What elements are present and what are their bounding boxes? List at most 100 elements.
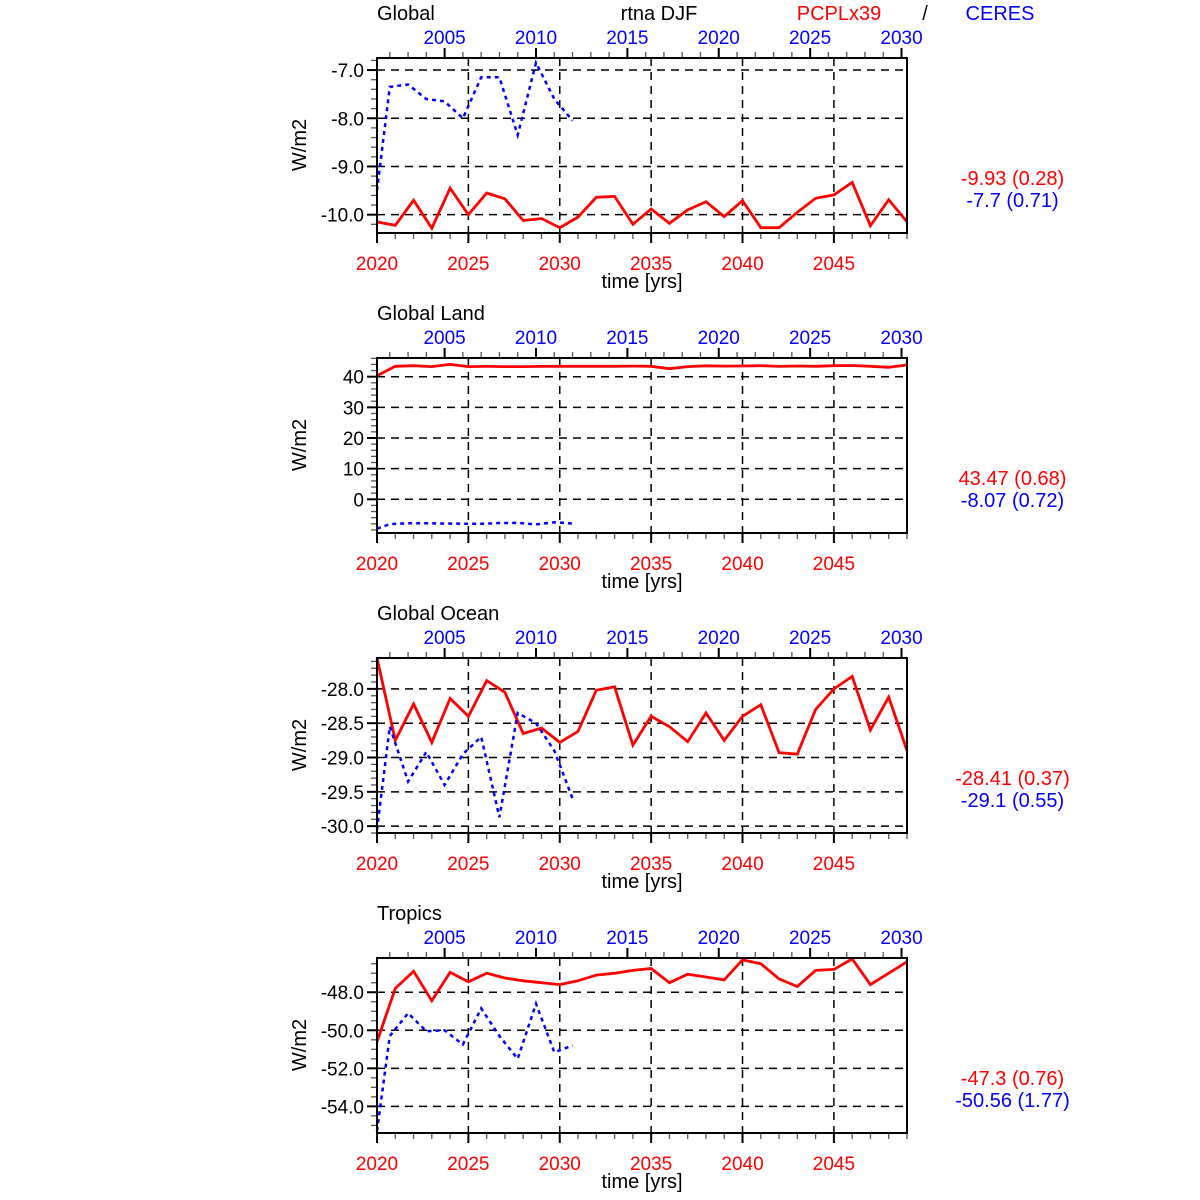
bottom-axis-tick-label: 2030 — [539, 554, 581, 575]
top-axis-tick-label: 2025 — [789, 628, 831, 649]
y-axis-tick-label: -9.0 — [331, 157, 364, 178]
top-axis-tick-label: 2030 — [880, 928, 922, 949]
bottom-axis-tick-label: 2040 — [721, 254, 763, 275]
bottom-axis-tick-label: 2020 — [356, 1154, 398, 1175]
model-mean-std: 43.47 (0.68) — [958, 468, 1067, 490]
axis-ticks — [367, 348, 908, 543]
bottom-axis-tick-label: 2035 — [630, 554, 672, 575]
axis-tick-labels: 2020 2025 2030 2035 2040 2045 2005 2010 2015 2020… — [321, 28, 923, 275]
bottom-axis-tick-label: 2020 — [356, 554, 398, 575]
bottom-axis-tick-label: 2040 — [721, 854, 763, 875]
top-axis-tick-label: 2010 — [515, 928, 557, 949]
top-axis-tick-label: 2015 — [606, 628, 648, 649]
bottom-axis-tick-label: 2025 — [447, 554, 489, 575]
x-axis-title: time [yrs] — [601, 571, 683, 593]
model-line-path — [376, 362, 908, 378]
y-axis-tick-label: 20 — [343, 429, 364, 450]
top-axis-tick-label: 2010 — [515, 28, 557, 49]
bottom-axis-tick-label: 2025 — [447, 254, 489, 275]
y-axis-tick-label: 40 — [343, 368, 364, 389]
top-axis-tick-label: 2010 — [515, 328, 557, 349]
model-mean-std: -9.93 (0.28) — [960, 168, 1065, 190]
bottom-axis-tick-label: 2030 — [539, 254, 581, 275]
y-axis-tick-label: -29.5 — [321, 783, 364, 804]
axis-ticks — [367, 648, 908, 843]
top-axis-tick-label: 2030 — [880, 628, 922, 649]
legend-model-name: PCPLx39 — [796, 3, 882, 25]
run-season-label: rtna DJF — [620, 3, 698, 25]
top-axis-tick-label: 2005 — [423, 328, 465, 349]
gridlines — [377, 958, 907, 1133]
y-axis-tick-label: -48.0 — [321, 983, 364, 1004]
panel-global: 2020 2025 2030 2035 2040 2045 2005 2010 2015 2020… — [0, 0, 1200, 300]
bottom-axis-tick-label: 2035 — [630, 854, 672, 875]
y-axis-tick-label: -7.0 — [331, 61, 364, 82]
y-axis-tick-label: -50.0 — [321, 1021, 364, 1042]
top-axis-tick-label: 2020 — [698, 328, 740, 349]
y-axis-tick-label: -54.0 — [321, 1097, 364, 1118]
model-mean-std: -47.3 (0.76) — [960, 1068, 1065, 1090]
top-axis-tick-label: 2025 — [789, 928, 831, 949]
panel-title: Tropics — [377, 903, 442, 925]
bottom-axis-tick-label: 2045 — [813, 254, 855, 275]
x-axis-title: time [yrs] — [601, 871, 683, 893]
top-axis-tick-label: 2015 — [606, 28, 648, 49]
bottom-axis-tick-label: 2040 — [721, 1154, 763, 1175]
bottom-axis-tick-label: 2025 — [447, 1154, 489, 1175]
top-axis-tick-label: 2005 — [423, 628, 465, 649]
obs-line-path — [375, 59, 574, 191]
panel-title: Global Ocean — [377, 603, 500, 625]
top-axis-tick-label: 2020 — [698, 628, 740, 649]
top-axis-tick-label: 2015 — [606, 928, 648, 949]
obs-line-path — [375, 710, 574, 830]
panel-title: Global Land — [377, 303, 485, 325]
plot-frame — [376, 357, 908, 534]
top-axis-tick-label: 2005 — [423, 28, 465, 49]
obs-mean-std: -8.07 (0.72) — [960, 490, 1065, 512]
plot-frame — [376, 657, 908, 834]
bottom-axis-tick-label: 2045 — [813, 554, 855, 575]
top-axis-tick-label: 2020 — [698, 928, 740, 949]
y-axis-tick-label: -8.0 — [331, 109, 364, 130]
x-axis-title: time [yrs] — [601, 1171, 683, 1193]
obs-mean-std: -7.7 (0.71) — [966, 190, 1059, 212]
tropics-chart-svg: 2020 2025 2030 2035 2040 2045 2005 2010 2015 2020… — [321, 928, 923, 1175]
y-axis-tick-label: -28.0 — [321, 680, 364, 701]
y-axis-tick-label: -30.0 — [321, 817, 364, 838]
gridlines — [377, 658, 907, 833]
y-axis-tick-label: -10.0 — [321, 206, 364, 227]
bottom-axis-tick-label: 2040 — [721, 554, 763, 575]
y-axis-tick-label: -52.0 — [321, 1059, 364, 1080]
axis-ticks — [367, 48, 908, 243]
x-axis-title: time [yrs] — [601, 271, 683, 293]
y-axis-tick-label: 0 — [353, 490, 364, 511]
y-axis-tick-label: -29.0 — [321, 749, 364, 770]
legend-obs-name: CERES — [965, 3, 1035, 25]
y-axis-tick-label: -28.5 — [321, 714, 364, 735]
model-line-path — [375, 657, 909, 756]
model-line-path — [376, 180, 909, 232]
plot-frame — [376, 57, 908, 234]
bottom-axis-tick-label: 2030 — [539, 854, 581, 875]
bottom-axis-tick-label: 2035 — [630, 254, 672, 275]
bottom-axis-tick-label: 2025 — [447, 854, 489, 875]
legend-separator: / — [922, 3, 928, 25]
top-axis-tick-label: 2025 — [789, 328, 831, 349]
bottom-axis-tick-label: 2020 — [356, 254, 398, 275]
panel-global-land: 2020 2025 2030 2035 2040 2045 2005 2010 2015 2020… — [0, 300, 1200, 600]
y-axis-title: W/m2 — [289, 718, 311, 772]
panel-tropics: 2020 2025 2030 2035 2040 2045 2005 2010 2015 2020… — [0, 900, 1200, 1200]
top-axis-tick-label: 2020 — [698, 28, 740, 49]
plot-frame — [376, 957, 908, 1134]
model-mean-std: -28.41 (0.37) — [955, 768, 1070, 790]
bottom-axis-tick-label: 2035 — [630, 1154, 672, 1175]
bottom-axis-tick-label: 2045 — [813, 854, 855, 875]
panel-title: Global — [377, 3, 435, 25]
obs-mean-std: -50.56 (1.77) — [955, 1090, 1070, 1112]
top-axis-tick-label: 2030 — [880, 28, 922, 49]
